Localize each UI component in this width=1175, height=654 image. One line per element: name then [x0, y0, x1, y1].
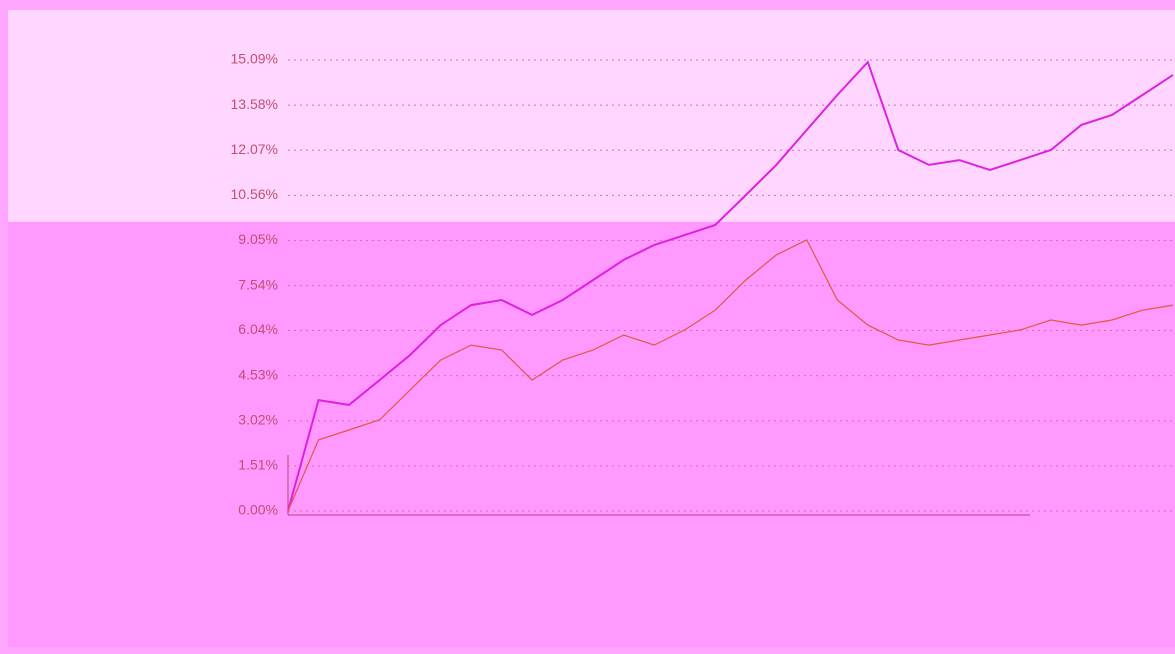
y-tick-label: 9.05%	[238, 231, 278, 247]
y-tick-label: 15.09%	[231, 51, 278, 67]
page: {"chart_data": {"type": "line", "series"…	[0, 0, 1175, 649]
y-tick-label: 6.04%	[238, 321, 278, 337]
y-tick-label: 13.58%	[231, 96, 278, 112]
y-tick-label: 7.54%	[238, 276, 278, 292]
y-tick-label: 12.07%	[231, 141, 278, 157]
y-tick-label: 10.56%	[231, 186, 278, 202]
upper-panel	[8, 10, 1175, 222]
y-tick-label: 0.00%	[238, 502, 278, 518]
y-tick-label: 1.51%	[238, 457, 278, 473]
y-tick-label: 4.53%	[238, 366, 278, 382]
chart: 0.00% 1.51% 3.02% 4.53% 6.04% 7.54% 9.05% 10.56…	[0, 0, 1175, 649]
lower-panel	[8, 222, 1175, 647]
y-tick-label: 3.02%	[238, 411, 278, 427]
